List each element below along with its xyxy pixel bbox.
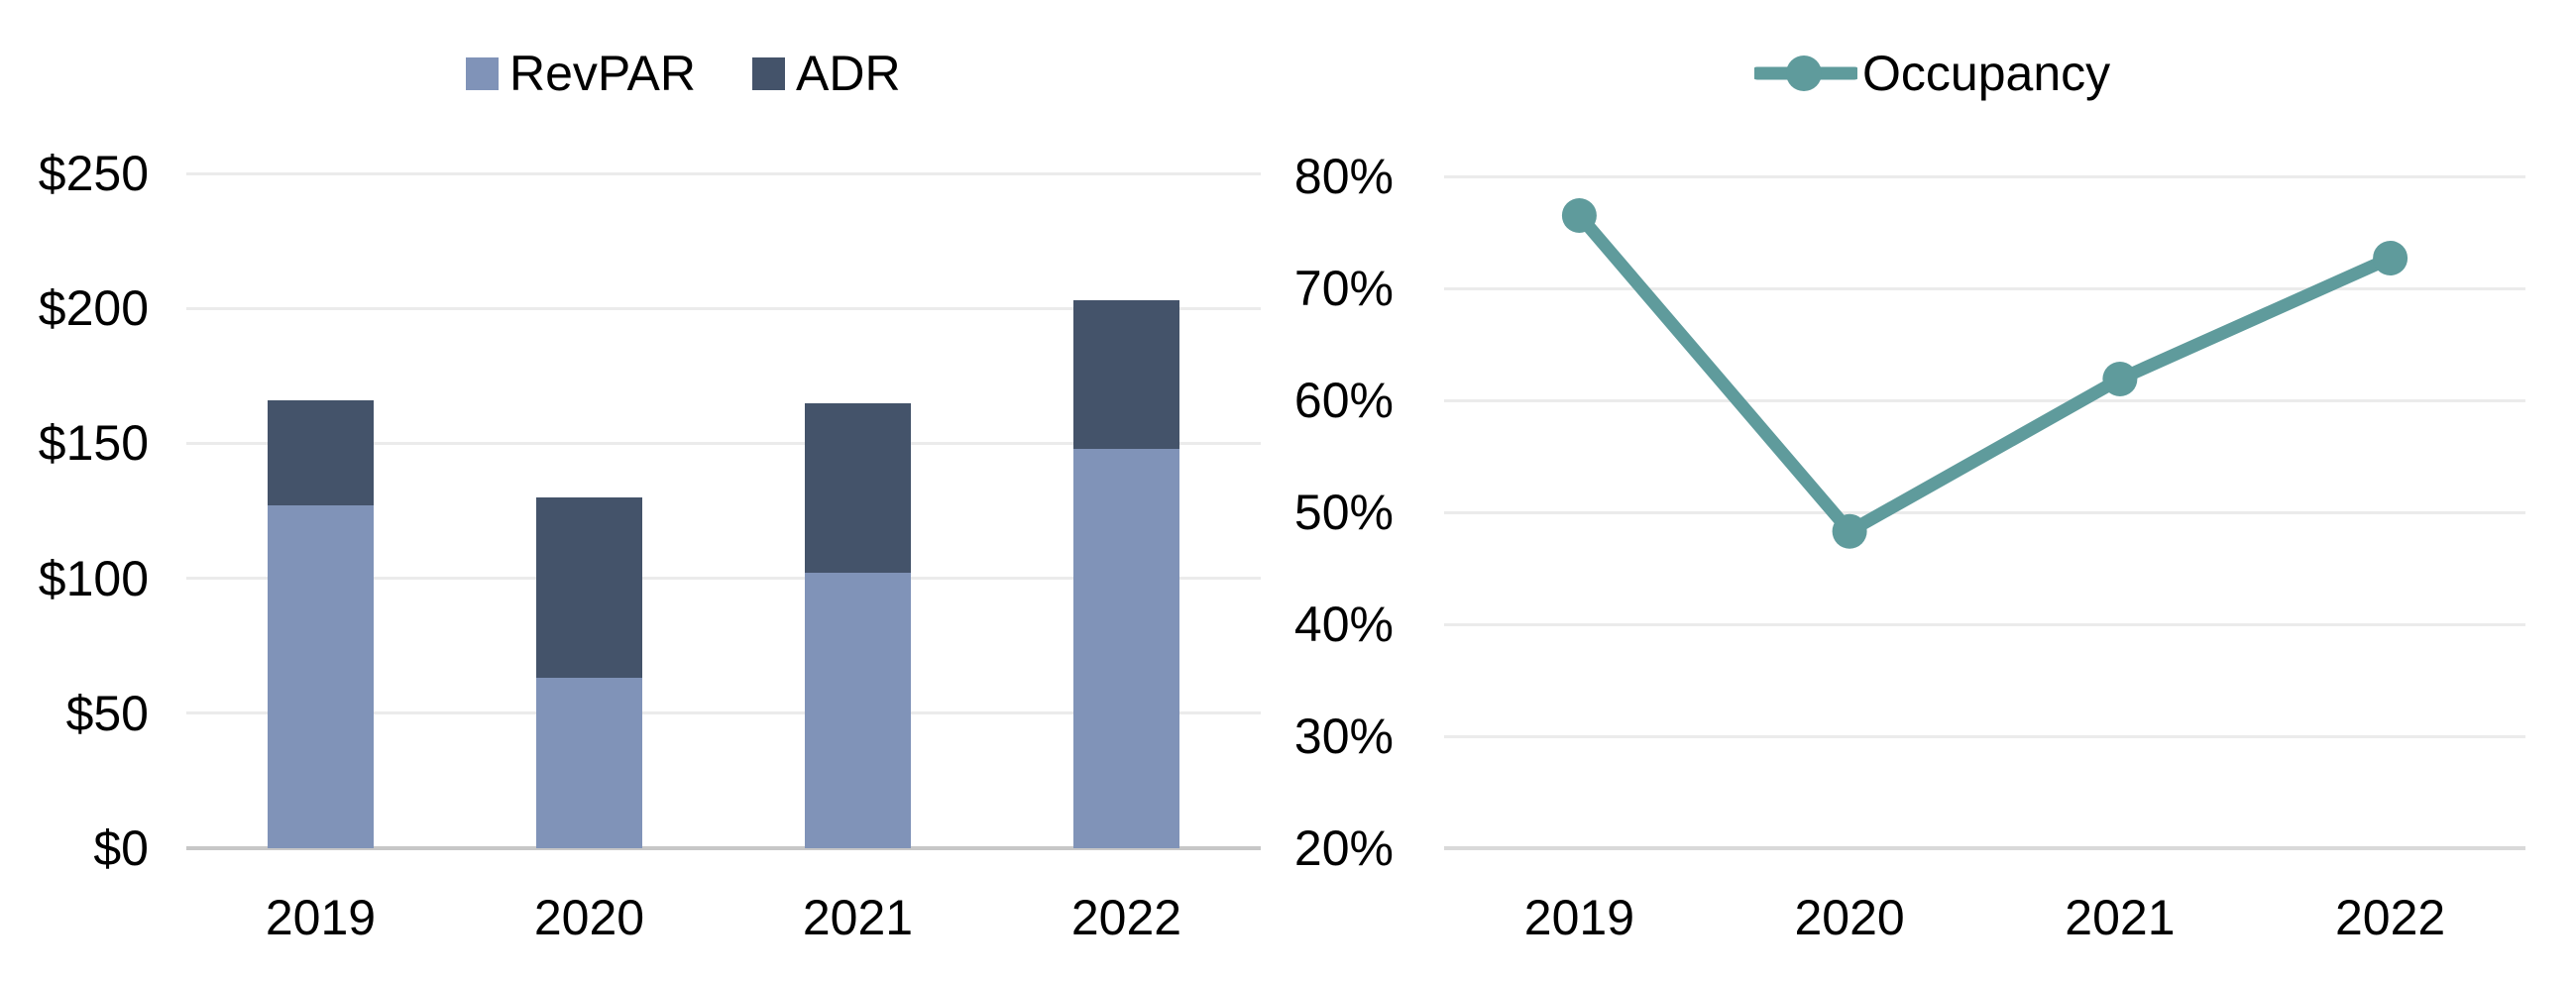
gridline xyxy=(1444,734,2525,738)
gridline xyxy=(1444,174,2525,178)
gridline xyxy=(186,306,1261,310)
x-tick-label: 2020 xyxy=(533,890,645,945)
x-tick-label: 2021 xyxy=(2065,890,2176,945)
bar-chart-legend: RevPAR ADR xyxy=(466,44,901,103)
gridline xyxy=(1444,510,2525,514)
y-tick-label: $50 xyxy=(65,685,149,741)
x-tick-label: 2022 xyxy=(2334,890,2446,945)
x-axis-line xyxy=(1444,846,2525,850)
y-tick-label: 20% xyxy=(1293,820,1394,876)
y-tick-label: $0 xyxy=(93,820,149,876)
bar-segment-adr xyxy=(268,399,374,505)
gridline xyxy=(1444,286,2525,290)
occupancy-data-point xyxy=(2373,241,2408,275)
bar-segment-revpar xyxy=(1073,448,1179,848)
y-tick-label: $100 xyxy=(38,550,149,606)
bar-segment-adr xyxy=(1073,300,1179,449)
y-tick-label: $200 xyxy=(38,280,149,337)
revpar-swatch-icon xyxy=(466,56,499,90)
y-tick-label: 40% xyxy=(1293,597,1394,652)
legend-item-occupancy: Occupancy xyxy=(1754,44,2110,103)
gridline xyxy=(1444,398,2525,402)
occupancy-data-point xyxy=(2102,362,2138,396)
x-tick-label: 2022 xyxy=(1070,890,1182,945)
legend-label-occupancy: Occupancy xyxy=(1862,46,2111,101)
y-tick-label: 50% xyxy=(1293,485,1394,540)
legend-label-revpar: RevPAR xyxy=(509,46,697,101)
legend-item-revpar: RevPAR xyxy=(466,44,696,103)
adr-swatch-icon xyxy=(752,56,786,90)
occupancy-line xyxy=(1572,209,2398,538)
x-axis-line xyxy=(186,846,1261,850)
occupancy-data-point xyxy=(1561,198,1597,233)
y-tick-label: 70% xyxy=(1293,261,1394,316)
occupancy-data-point xyxy=(1832,513,1867,549)
gridline xyxy=(1444,622,2525,626)
y-tick-label: 30% xyxy=(1293,708,1394,764)
y-tick-label: 80% xyxy=(1293,149,1394,204)
legend-label-adr: ADR xyxy=(796,46,901,101)
y-tick-label: $250 xyxy=(38,146,149,201)
bar-segment-revpar xyxy=(536,678,642,848)
x-tick-label: 2020 xyxy=(1794,890,1905,945)
y-tick-label: $150 xyxy=(38,415,149,472)
bar-segment-adr xyxy=(536,496,642,679)
occupancy-line-marker-icon xyxy=(1754,55,1857,91)
x-tick-label: 2021 xyxy=(802,890,914,945)
gridline xyxy=(186,711,1261,715)
x-tick-label: 2019 xyxy=(1523,890,1634,945)
line-chart-legend: Occupancy xyxy=(1754,44,2110,103)
legend-item-adr: ADR xyxy=(752,44,901,103)
x-tick-label: 2019 xyxy=(265,890,377,945)
gridline xyxy=(186,577,1261,581)
bar-segment-revpar xyxy=(268,505,374,848)
bar-segment-revpar xyxy=(805,573,911,848)
y-tick-label: 60% xyxy=(1293,373,1394,428)
gridline xyxy=(186,441,1261,445)
gridline xyxy=(186,171,1261,175)
bar-segment-adr xyxy=(805,402,911,574)
